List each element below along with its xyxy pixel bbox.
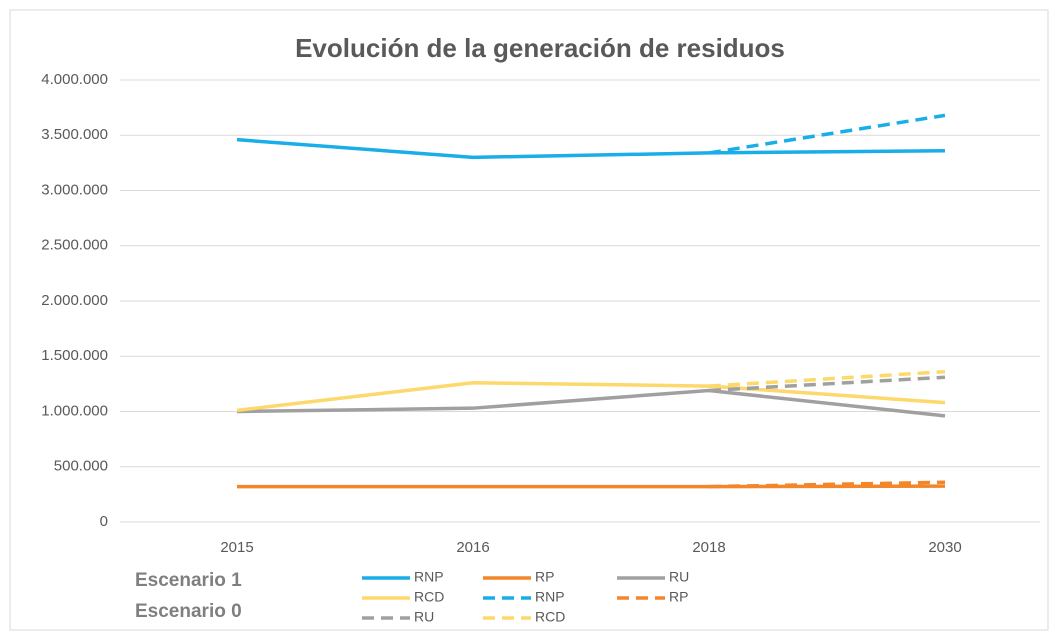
y-tick-label: 1.000.000 xyxy=(41,402,108,419)
y-tick-label: 2.500.000 xyxy=(41,237,108,254)
x-tick-label: 2015 xyxy=(220,539,253,556)
y-tick-label: 3.500.000 xyxy=(41,126,108,143)
y-tick-label: 500.000 xyxy=(54,458,108,475)
series-line xyxy=(236,381,946,413)
legend-label: RU xyxy=(414,609,434,625)
y-tick-label: 1.500.000 xyxy=(41,347,108,364)
series-line xyxy=(708,113,946,155)
legend-label: RU xyxy=(669,569,689,585)
legend-group: Escenario 1 xyxy=(135,570,242,591)
legend-label: RP xyxy=(669,589,688,605)
chart-border xyxy=(9,9,1049,631)
series-line xyxy=(708,480,946,489)
y-tick-label: 4.000.000 xyxy=(41,71,108,88)
legend-label: RP xyxy=(535,569,554,585)
y-tick-label: 2.000.000 xyxy=(41,292,108,309)
legend-group: Escenario 0 xyxy=(135,601,242,622)
series-line xyxy=(708,369,946,388)
series-line xyxy=(236,388,946,418)
x-tick-label: 2030 xyxy=(928,539,961,556)
y-tick-label: 3.000.000 xyxy=(41,181,108,198)
chart-title: Evolución de la generación de residuos xyxy=(295,33,785,63)
legend-label: RNP xyxy=(535,589,565,605)
legend-label: RCD xyxy=(535,609,565,625)
series-line xyxy=(236,137,946,160)
y-tick-label: 0 xyxy=(100,513,108,530)
x-tick-label: 2018 xyxy=(692,539,725,556)
x-tick-label: 2016 xyxy=(456,539,489,556)
legend-label: RNP xyxy=(414,569,444,585)
series-line xyxy=(237,484,946,489)
series-line xyxy=(708,375,946,393)
legend-label: RCD xyxy=(414,589,444,605)
